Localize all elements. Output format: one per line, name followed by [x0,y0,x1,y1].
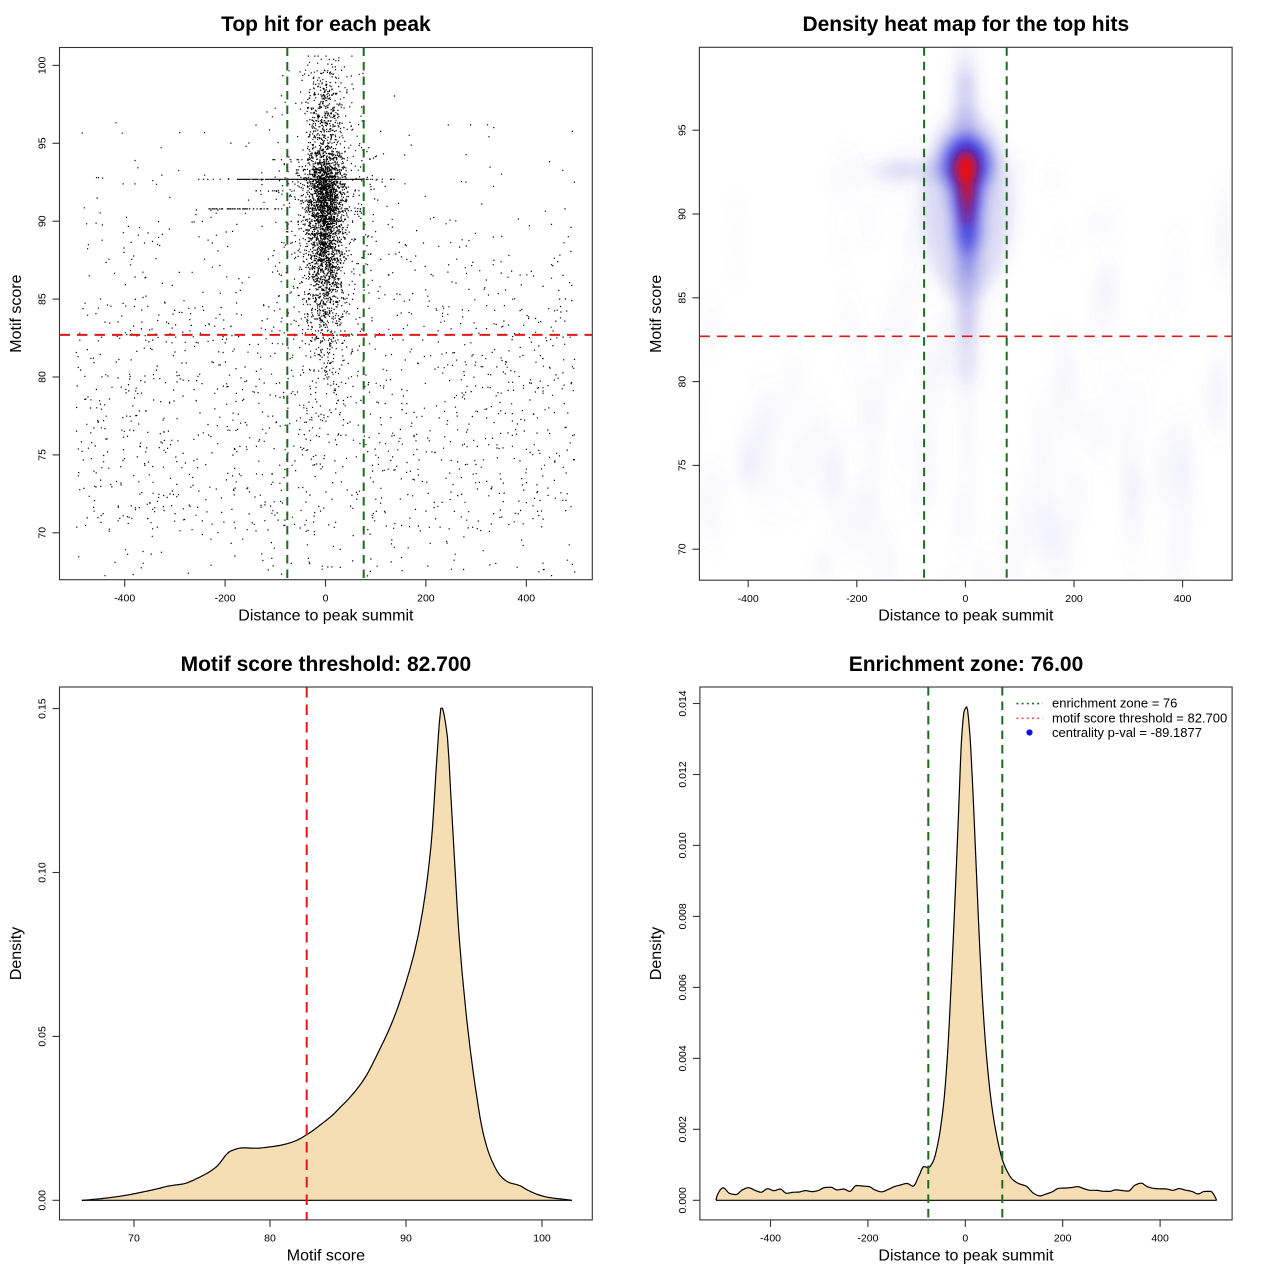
svg-text:0.10: 0.10 [37,862,49,883]
svg-text:80: 80 [677,376,689,388]
svg-text:Motif score: Motif score [8,274,25,352]
svg-text:Density: Density [8,927,25,980]
svg-text:0: 0 [962,1233,968,1245]
svg-text:90: 90 [677,208,689,220]
svg-text:70: 70 [37,527,49,539]
svg-text:400: 400 [518,593,536,605]
svg-text:0.00: 0.00 [37,1190,49,1211]
svg-text:-400: -400 [114,593,135,605]
svg-text:95: 95 [37,137,49,149]
svg-text:0.15: 0.15 [37,698,49,719]
svg-text:90: 90 [37,215,49,227]
svg-text:Density heat map for the top h: Density heat map for the top hits [802,13,1129,36]
svg-text:Enrichment zone: 76.00: Enrichment zone: 76.00 [849,653,1084,676]
svg-text:85: 85 [677,292,689,304]
svg-text:75: 75 [37,449,49,461]
svg-text:75: 75 [677,459,689,471]
svg-text:Density: Density [648,927,665,980]
svg-text:0: 0 [962,593,968,605]
svg-text:0: 0 [323,593,329,605]
svg-text:80: 80 [37,371,49,383]
svg-text:100: 100 [37,56,49,74]
svg-text:400: 400 [1174,593,1192,605]
svg-text:enrichment zone = 76: enrichment zone = 76 [1052,696,1177,711]
svg-text:0.010: 0.010 [677,832,689,858]
svg-text:-200: -200 [215,593,236,605]
svg-text:0.05: 0.05 [37,1026,49,1047]
svg-text:0.006: 0.006 [677,974,689,1000]
svg-text:200: 200 [1054,1233,1072,1245]
svg-text:70: 70 [677,543,689,555]
svg-text:200: 200 [1065,593,1083,605]
svg-text:Top hit for each peak: Top hit for each peak [221,13,431,36]
svg-text:-200: -200 [846,593,867,605]
svg-text:Distance to peak summit: Distance to peak summit [238,608,414,625]
svg-text:0.002: 0.002 [677,1116,689,1142]
svg-text:-400: -400 [760,1233,781,1245]
svg-text:90: 90 [400,1233,412,1245]
svg-text:100: 100 [533,1233,551,1245]
svg-text:0.000: 0.000 [677,1187,689,1213]
svg-text:200: 200 [417,593,435,605]
svg-text:400: 400 [1151,1233,1169,1245]
svg-text:0.008: 0.008 [677,903,689,929]
svg-text:motif score threshold = 82.700: motif score threshold = 82.700 [1052,710,1227,725]
svg-text:Motif score: Motif score [287,1248,365,1265]
svg-text:0.004: 0.004 [677,1045,689,1071]
svg-text:Distance to peak summit: Distance to peak summit [878,608,1054,625]
svg-text:80: 80 [264,1233,276,1245]
svg-text:0.012: 0.012 [677,761,689,787]
svg-text:70: 70 [128,1233,140,1245]
svg-text:centrality p-val = -89.1877: centrality p-val = -89.1877 [1052,725,1202,740]
svg-text:0.014: 0.014 [677,690,689,716]
svg-text:85: 85 [37,293,49,305]
svg-text:Motif score: Motif score [648,275,665,353]
svg-text:95: 95 [677,124,689,136]
svg-text:Distance to peak summit: Distance to peak summit [878,1248,1054,1265]
svg-text:Motif score threshold: 82.700: Motif score threshold: 82.700 [181,653,472,676]
svg-text:-400: -400 [738,593,759,605]
svg-text:-200: -200 [857,1233,878,1245]
